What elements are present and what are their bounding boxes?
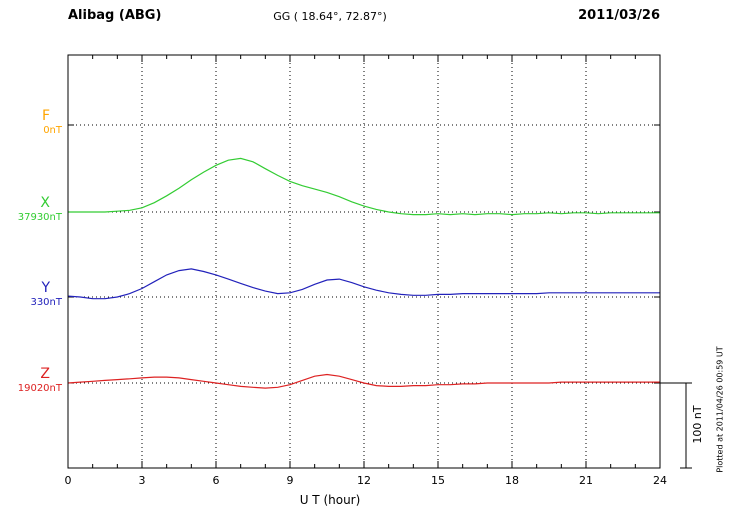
plotted-at-note: Plotted at 2011/04/26 00:59 UT (715, 346, 725, 473)
x-tick-label: 18 (505, 474, 519, 487)
component-Z-labels: Z 19020nT (0, 366, 62, 395)
component-Y-labels: Y 330nT (0, 280, 62, 309)
x-tick-label: 15 (431, 474, 445, 487)
x-tick-label: 21 (579, 474, 593, 487)
x-tick-label: 9 (286, 474, 294, 487)
x-tick-label: 6 (212, 474, 220, 487)
component-F-baseline-value: 0nT (43, 125, 62, 136)
component-Z-letter: Z (40, 366, 50, 382)
component-Z-baseline-value: 19020nT (17, 383, 62, 394)
x-tick-label: 3 (138, 474, 146, 487)
component-Y-letter: Y (41, 280, 50, 296)
component-X-letter: X (40, 195, 50, 211)
date-label: 2011/03/26 (578, 8, 660, 23)
component-F-labels: F 0nT (0, 108, 62, 137)
x-axis-title: U T (hour) (299, 493, 361, 507)
station-title: Alibag (ABG) (68, 8, 162, 23)
x-tick-label: 12 (357, 474, 371, 487)
scalebar-label: 100 nT (691, 405, 704, 444)
component-X-labels: X 37930nT (0, 195, 62, 224)
component-F-letter: F (41, 108, 50, 124)
coordinates-label: GG ( 18.64°, 72.87°) (273, 10, 387, 23)
x-tick-label: 24 (653, 474, 667, 487)
component-X-baseline-value: 37930nT (17, 212, 62, 223)
x-tick-label: 0 (64, 474, 72, 487)
component-Y-baseline-value: 330nT (30, 297, 62, 308)
